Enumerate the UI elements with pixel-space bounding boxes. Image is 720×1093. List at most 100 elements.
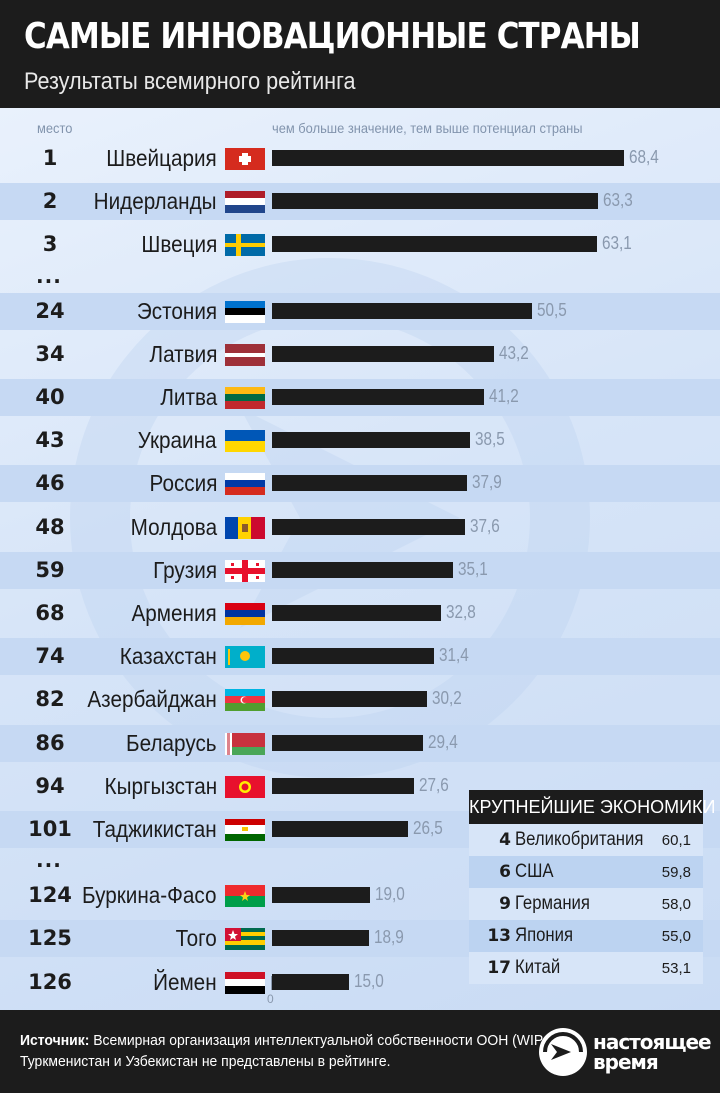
ranking-row: 48 Молдова 37,6 <box>0 509 720 546</box>
country-flag <box>225 191 265 214</box>
value-bar <box>272 777 415 794</box>
value-bar <box>272 150 624 166</box>
logo-text: настоящее время <box>593 1030 712 1072</box>
economies-title: КРУПНЕЙШИЕ ЭКОНОМИКИ <box>469 790 715 824</box>
page-subtitle: Результаты всемирного рейтинга <box>24 68 356 95</box>
value-bar <box>272 518 466 535</box>
economy-rank: 17 <box>487 958 511 978</box>
logo-mark-icon <box>539 1028 587 1076</box>
gap-ellipsis: ... <box>36 263 62 288</box>
flag-switzerland-icon <box>225 148 265 170</box>
economy-rank: 4 <box>499 830 511 850</box>
value-label: 37,9 <box>472 472 502 493</box>
rank-number: 82 <box>35 687 65 712</box>
country-flag <box>225 387 265 409</box>
ranking-row: 125 Того 18,9 <box>0 920 720 957</box>
rank-number: 74 <box>35 644 65 669</box>
economy-name: Великобритания <box>515 829 644 850</box>
country-flag <box>225 473 265 496</box>
source-note: Источник: Всемирная организация интеллек… <box>20 1030 578 1072</box>
rank-number: 2 <box>42 189 58 214</box>
value-label: 50,5 <box>536 299 567 320</box>
value-bar <box>272 648 434 665</box>
value-label: 41,2 <box>489 386 519 406</box>
ranking-row: 101 Таджикистан 26,5 <box>0 811 720 848</box>
country-name: Кыргызстан <box>104 772 217 799</box>
axis-zero-tick <box>271 976 272 990</box>
economy-name: США <box>515 861 554 882</box>
value-bar <box>272 345 495 362</box>
rank-number: 94 <box>35 773 65 798</box>
footer: Источник: Всемирная организация интеллек… <box>0 1010 720 1093</box>
value-bar <box>272 561 453 578</box>
flag-latvia-icon <box>225 343 265 366</box>
value-label: 43,2 <box>499 342 530 363</box>
value-bar <box>272 734 424 751</box>
rank-number: 59 <box>35 557 65 582</box>
ranking-row: 124 Буркина-Фасо 19,0 <box>0 877 720 914</box>
economy-row: 17 Китай 53,1 <box>469 952 703 984</box>
value-label: 68,4 <box>629 147 659 167</box>
economy-value: 58,0 <box>661 896 691 913</box>
country-flag <box>225 819 265 841</box>
country-name: Украина <box>138 427 217 454</box>
flag-sweden-icon <box>225 234 265 257</box>
value-label: 32,8 <box>445 602 476 622</box>
economy-row: 9 Германия 58,0 <box>469 888 703 920</box>
country-name: Нидерланды <box>94 188 217 215</box>
rank-number: 34 <box>35 341 65 366</box>
value-column-label: чем больше значение, тем выше потенциал … <box>272 120 583 136</box>
rank-number: 68 <box>35 601 65 625</box>
value-bar <box>272 973 350 990</box>
economy-rank: 13 <box>487 926 511 946</box>
ranking-row: 1 Швейцария 68,4 <box>0 140 720 177</box>
flag-burkina-faso-icon <box>225 885 265 908</box>
country-flag <box>225 885 265 908</box>
country-flag <box>225 732 265 755</box>
flag-ukraine-icon <box>225 430 265 453</box>
value-label: 38,5 <box>475 429 505 450</box>
flag-netherlands-icon <box>225 191 265 214</box>
flag-lithuania-icon <box>225 387 265 409</box>
flag-georgia-icon <box>225 559 265 582</box>
logo: настоящее время <box>535 1024 715 1080</box>
value-bar <box>272 193 598 210</box>
value-label: 18,9 <box>374 927 405 948</box>
logo-line-1: настоящее <box>593 1030 712 1054</box>
value-bar <box>272 302 532 319</box>
rank-number: 46 <box>35 471 65 496</box>
country-flag <box>225 516 265 539</box>
country-name: Буркина-Фасо <box>82 882 217 909</box>
economy-value: 55,0 <box>661 928 691 945</box>
ranking-row: 40 Литва 41,2 <box>0 379 720 416</box>
country-flag <box>225 430 265 453</box>
country-flag <box>225 343 265 366</box>
rank-number: 86 <box>35 730 65 755</box>
country-flag <box>225 646 265 669</box>
page-title: САМЫЕ ИННОВАЦИОННЫЕ СТРАНЫ <box>24 16 641 57</box>
country-name: Литва <box>160 384 217 410</box>
ranking-row: 59 Грузия 35,1 <box>0 552 720 589</box>
flag-russia-icon <box>225 473 265 496</box>
value-label: 35,1 <box>457 558 488 579</box>
rank-number: 125 <box>28 926 72 951</box>
country-name: Того <box>175 925 217 952</box>
rank-column-label: место <box>37 120 73 136</box>
country-name: Грузия <box>153 556 217 583</box>
ranking-row: 94 Кыргызстан 27,6 <box>0 768 720 805</box>
country-name: Таджикистан <box>93 816 217 842</box>
value-bar <box>272 691 428 708</box>
value-label: 31,4 <box>438 645 469 666</box>
axis-zero-label: 0 <box>267 992 274 1006</box>
value-label: 19,0 <box>374 884 405 905</box>
rank-number: 48 <box>35 514 65 539</box>
country-name: Эстония <box>136 297 217 324</box>
country-name: Швеция <box>141 231 217 258</box>
value-bar <box>272 432 471 449</box>
country-flag <box>225 234 265 257</box>
header: САМЫЕ ИННОВАЦИОННЫЕ СТРАНЫ Результаты вс… <box>0 0 720 108</box>
flag-estonia-icon <box>225 300 265 323</box>
country-name: Беларусь <box>126 729 217 756</box>
value-label: 37,6 <box>470 515 501 536</box>
country-name: Латвия <box>149 340 217 367</box>
